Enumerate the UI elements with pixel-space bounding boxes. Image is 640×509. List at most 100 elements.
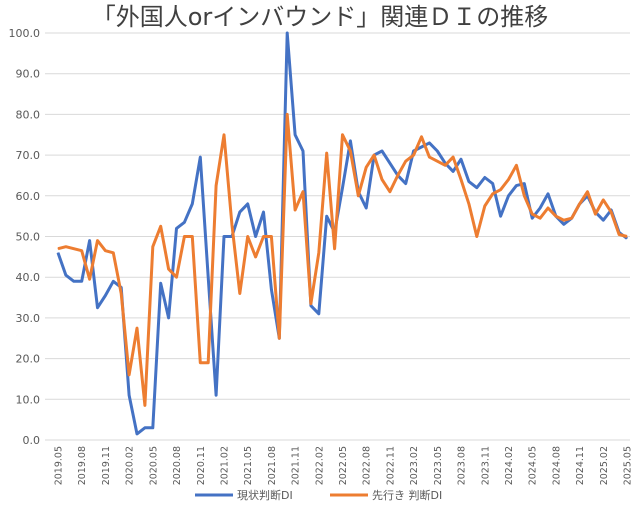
data-point <box>183 236 185 237</box>
legend-label: 先行き 判断DI <box>372 488 442 502</box>
data-point <box>270 288 272 290</box>
data-point <box>97 307 99 309</box>
data-point <box>215 185 217 187</box>
data-point <box>310 305 312 307</box>
data-point <box>381 179 383 181</box>
x-tick-label: 2022.08 <box>362 446 373 485</box>
data-point <box>207 362 209 364</box>
y-tick-label: 70.0 <box>16 149 41 162</box>
gridlines <box>45 32 630 441</box>
data-point <box>492 183 494 185</box>
data-point <box>389 162 391 164</box>
data-point <box>484 176 486 178</box>
data-point <box>507 195 509 197</box>
x-tick-label: 2020.11 <box>196 446 207 485</box>
y-tick-label: 90.0 <box>16 68 41 81</box>
chart-title: 「外国人orインバウンド」関連ＤＩの推移 <box>92 3 549 31</box>
x-tick-label: 2021.02 <box>219 446 230 485</box>
data-point <box>618 233 620 235</box>
data-point <box>460 179 462 181</box>
data-point <box>539 217 541 219</box>
data-point <box>444 164 446 166</box>
data-point <box>176 276 178 278</box>
x-tick-label: 2023.08 <box>457 446 468 485</box>
data-point <box>523 195 525 197</box>
y-tick-label: 40.0 <box>16 271 41 284</box>
data-point <box>579 203 581 205</box>
legend-label: 現状判断DI <box>237 488 293 502</box>
data-point <box>286 32 288 34</box>
data-point <box>523 183 525 185</box>
data-point <box>65 274 67 276</box>
data-point <box>500 215 502 217</box>
data-point <box>262 211 264 213</box>
data-point <box>507 179 509 181</box>
y-axis: 0.0 10.0 20.0 30.0 40.0 50.0 60.0 70.0 80.0 90.0 1… <box>9 27 41 447</box>
data-point <box>452 156 454 158</box>
data-point <box>144 404 146 406</box>
data-point <box>310 303 312 305</box>
data-point <box>152 246 154 248</box>
data-point <box>160 282 162 284</box>
data-point <box>547 207 549 209</box>
data-point <box>57 248 59 250</box>
data-point <box>207 276 209 278</box>
y-tick-label: 50.0 <box>16 231 41 244</box>
y-tick-label: 80.0 <box>16 108 41 121</box>
data-point <box>262 236 264 237</box>
data-point <box>515 164 517 166</box>
data-point <box>436 150 438 152</box>
data-point <box>357 195 359 197</box>
data-point <box>547 193 549 195</box>
data-point <box>365 207 367 209</box>
y-tick-label: 20.0 <box>16 353 41 366</box>
data-point <box>104 295 106 297</box>
data-point <box>571 217 573 219</box>
data-point <box>515 185 517 187</box>
data-point <box>223 236 225 237</box>
data-point <box>168 268 170 270</box>
x-tick-label: 2023.02 <box>409 446 420 485</box>
data-point <box>318 252 320 254</box>
y-tick-label: 30.0 <box>16 312 41 325</box>
data-point <box>342 187 343 189</box>
data-point <box>294 134 296 136</box>
data-point <box>255 236 257 237</box>
data-point <box>294 209 296 211</box>
data-point <box>452 170 454 172</box>
data-point <box>278 337 280 339</box>
data-point <box>476 187 478 189</box>
x-tick-label: 2022.11 <box>385 446 396 485</box>
data-point <box>239 292 241 294</box>
data-point <box>223 134 225 136</box>
data-point <box>255 256 257 258</box>
data-point <box>136 433 138 435</box>
data-point <box>602 199 604 201</box>
data-point <box>199 362 201 364</box>
x-axis: 2019.05 2019.08 2019.11 2020.02 2020.05 2020.… <box>54 446 634 485</box>
y-tick-label: 100.0 <box>9 27 41 40</box>
data-point <box>81 250 83 252</box>
data-point <box>89 278 91 280</box>
data-point <box>112 280 114 282</box>
data-point <box>626 238 628 240</box>
data-point <box>484 205 486 207</box>
x-tick-label: 2022.05 <box>338 446 349 485</box>
data-point <box>302 150 304 152</box>
x-tick-label: 2023.05 <box>433 446 444 485</box>
data-point <box>468 203 470 205</box>
data-point <box>73 248 75 250</box>
data-point <box>436 160 438 162</box>
data-point <box>152 427 154 429</box>
y-tick-label: 0.0 <box>23 434 41 447</box>
data-point <box>531 217 533 219</box>
x-tick-label: 2020.02 <box>125 446 136 485</box>
data-point <box>626 236 628 237</box>
x-tick-label: 2020.05 <box>148 446 159 485</box>
data-point <box>191 236 193 237</box>
x-tick-label: 2021.05 <box>243 446 254 485</box>
data-point <box>73 280 75 282</box>
data-point <box>128 374 130 376</box>
x-tick-label: 2024.08 <box>551 446 562 485</box>
data-point <box>563 219 565 221</box>
